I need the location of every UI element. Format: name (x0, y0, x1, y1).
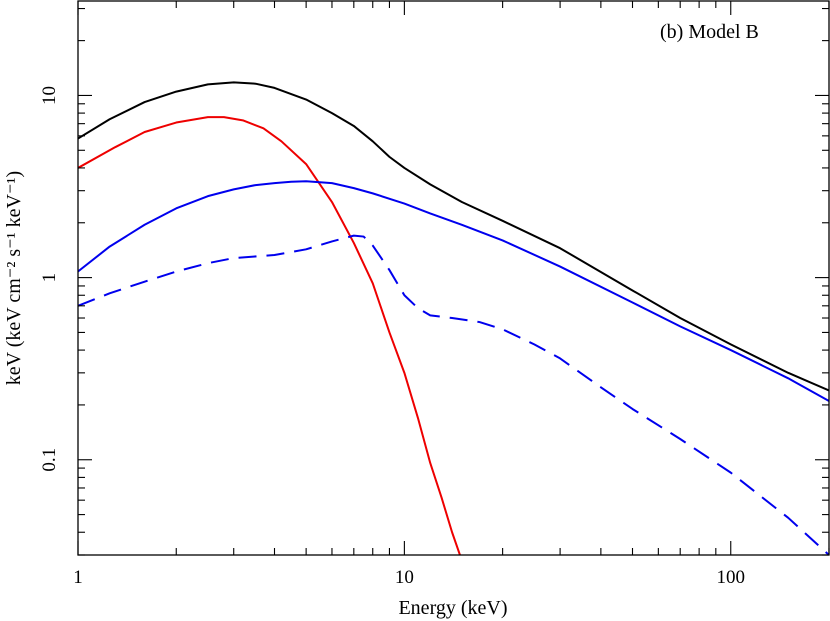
plot-frame (77, 0, 830, 556)
x-axis-title: Energy (keV) (398, 597, 507, 619)
y-axis-title: keV (keV cm⁻² s⁻¹ keV⁻¹) (3, 171, 25, 385)
x-tick-label: 10 (395, 567, 414, 588)
series-layer (78, 81, 829, 555)
ticks-layer (77, 1, 830, 556)
labels-layer: 1 10 100 0.1 1 10 (39, 86, 745, 588)
chart-annotation: (b) Model B (660, 21, 759, 43)
series-line-1 (78, 81, 829, 392)
series-line-3 (78, 180, 829, 402)
y-tick-label: 1 (39, 273, 60, 283)
y-tick-label: 10 (39, 86, 60, 105)
series-line-4 (78, 234, 829, 555)
x-tick-label: 1 (73, 567, 83, 588)
x-tick-label: 100 (717, 567, 746, 588)
y-tick-label: 0.1 (39, 448, 60, 472)
